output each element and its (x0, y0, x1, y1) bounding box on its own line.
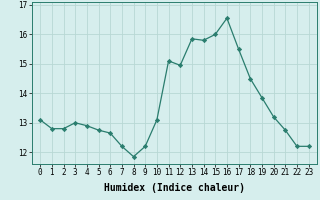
X-axis label: Humidex (Indice chaleur): Humidex (Indice chaleur) (104, 183, 245, 193)
